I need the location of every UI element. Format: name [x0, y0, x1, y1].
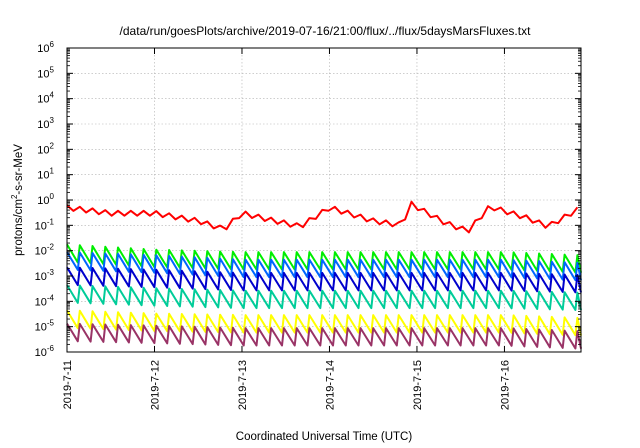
y-tick-label: 105 — [37, 65, 54, 80]
x-tick-label: 2019-7-13 — [237, 360, 249, 410]
x-axis-ticks: 2019-7-11 2019-7-12 2019-7-13 2019-7-14 2019… — [62, 48, 511, 410]
y-tick-label: 104 — [37, 91, 54, 106]
y-axis-label-tail: -s-sr-MeV — [13, 144, 25, 195]
flux-series-line — [66, 322, 582, 350]
y-axis-label-exponent: 2 — [10, 194, 19, 199]
y-axis-label-unit: protons/cm — [13, 199, 25, 256]
plot-series — [66, 200, 582, 350]
x-axis-label: Coordinated Universal Time (UTC) — [236, 431, 413, 443]
x-tick-label: 2019-7-14 — [324, 360, 336, 410]
y-tick-label: 10-5 — [35, 319, 55, 334]
y-tick-label: 10-1 — [35, 217, 55, 232]
y-tick-label: 10-6 — [35, 344, 55, 359]
chart-title: /data/run/goesPlots/archive/2019-07-16/2… — [120, 24, 532, 38]
y-axis-label: protons/cm2-s-sr-MeV — [10, 144, 25, 256]
flux-series-line — [66, 284, 582, 311]
flux-series-line — [66, 266, 582, 294]
x-tick-label: 2019-7-15 — [412, 360, 424, 410]
y-tick-label: 103 — [37, 116, 54, 131]
flux-series-line — [66, 200, 579, 234]
y-tick-label: 10-4 — [35, 293, 55, 308]
y-tick-label: 10-3 — [35, 268, 55, 283]
y-tick-label: 10-2 — [35, 243, 55, 258]
x-tick-label: 2019-7-16 — [499, 360, 511, 410]
x-tick-label: 2019-7-11 — [62, 360, 74, 409]
y-tick-label: 106 — [37, 40, 54, 55]
x-tick-label: 2019-7-12 — [149, 360, 161, 410]
y-tick-label: 100 — [37, 192, 54, 207]
y-tick-label: 102 — [37, 141, 54, 156]
flux-series-line — [66, 251, 582, 282]
flux-series-line — [66, 309, 582, 337]
y-tick-label: 101 — [37, 167, 54, 182]
